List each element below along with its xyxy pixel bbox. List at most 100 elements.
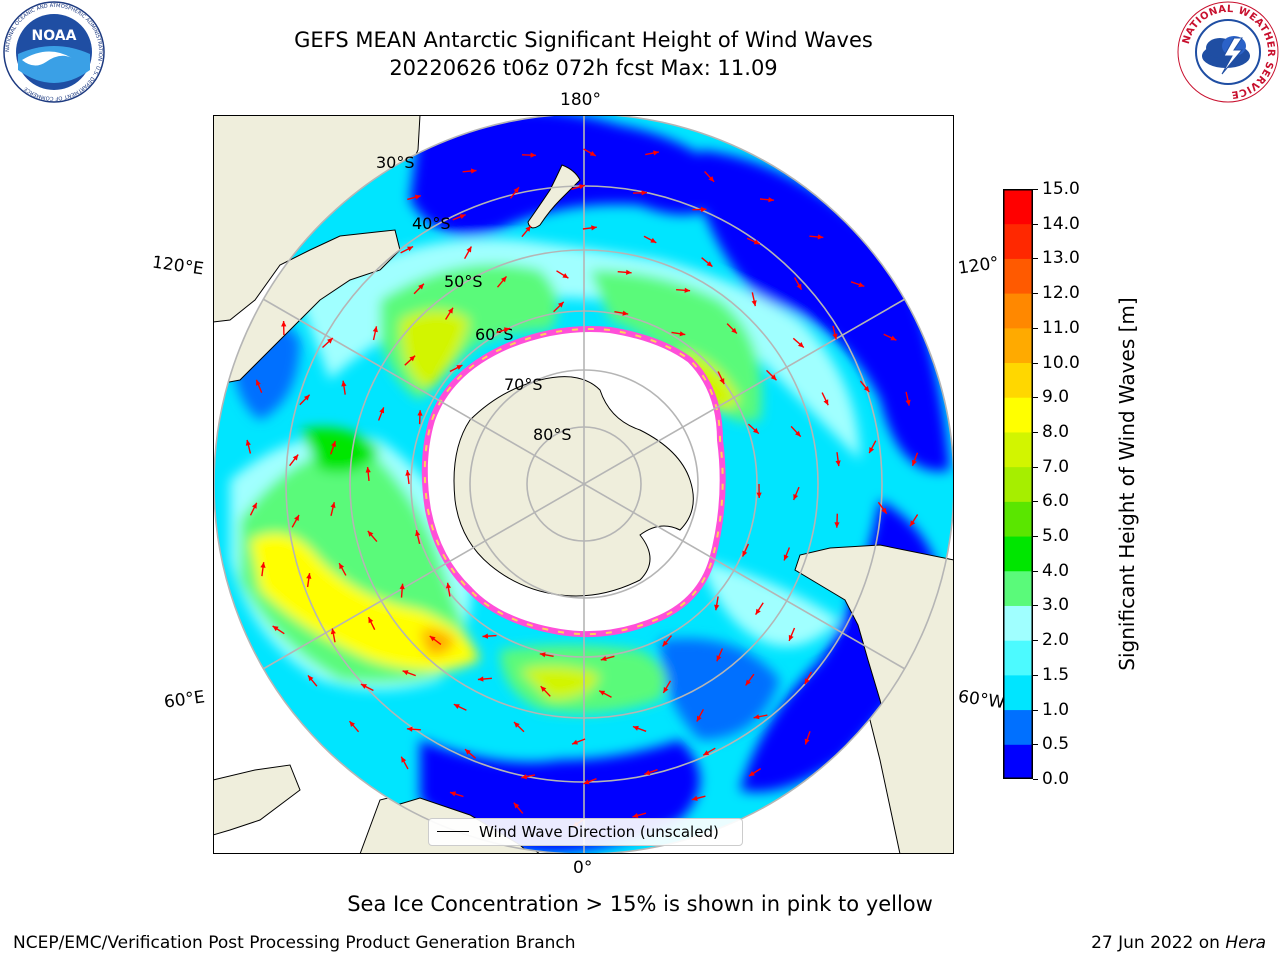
lat-label-40s: 40°S [412, 214, 451, 233]
arrow-head [292, 454, 299, 461]
arrow-head [716, 655, 722, 662]
lon-label-60e: 60°E [162, 687, 207, 713]
arrow-head [558, 301, 564, 308]
arrow-head [751, 300, 757, 307]
colorbar-tick-label: 13.0 [1042, 248, 1080, 269]
arrow-head [881, 507, 887, 514]
legend-line-swatch [437, 831, 469, 832]
colorbar-tick-label: 14.0 [1042, 213, 1080, 234]
colorbar-segment [1003, 674, 1033, 711]
arrow-head [708, 176, 715, 182]
arrow-head [804, 678, 810, 685]
colorbar-tick-mark [1033, 674, 1038, 676]
colorbar-tick-label: 1.5 [1042, 664, 1070, 685]
arrow-head [327, 338, 333, 344]
arrow-head [783, 554, 789, 561]
arrow-head [793, 494, 799, 500]
arrow-head [514, 722, 520, 728]
arrow-head [418, 283, 424, 290]
colorbar-tick-label: 1.0 [1042, 699, 1070, 720]
arrow-head [252, 502, 257, 509]
lat-label-50s: 50°S [444, 272, 483, 291]
arrow-head [583, 779, 590, 785]
arrow-head [650, 237, 657, 243]
arrow-head [796, 283, 802, 290]
lon-label-120e: 120°E [150, 252, 205, 280]
lat-label-60s: 60°S [475, 325, 514, 344]
arrow-head [417, 410, 423, 416]
arrow-head [308, 675, 314, 682]
colorbar-tick-mark [1033, 640, 1038, 642]
colorbar-tick-mark [1033, 293, 1038, 295]
colorbar-tick-label: 2.0 [1042, 630, 1070, 651]
arrow-head [632, 813, 639, 818]
arrow-head [770, 374, 777, 381]
polar-map: 30°S 40°S 50°S 60°S 70°S 80°S [213, 115, 954, 854]
arrow-head [572, 739, 578, 745]
arrow-head [731, 327, 737, 334]
arrow-head [653, 150, 659, 156]
arrow-head [465, 749, 471, 755]
sea-ice-note: Sea Ice Concentration > 15% is shown in … [347, 892, 933, 916]
arrow-head [719, 378, 725, 385]
colorbar-segment [1003, 501, 1033, 537]
arrow-head [521, 774, 528, 780]
colorbar-tick-mark [1033, 397, 1038, 399]
arrow-head [360, 684, 367, 689]
arrow-head [501, 276, 507, 283]
arrow-head [409, 355, 416, 362]
arrow-head [540, 686, 547, 692]
arrow-head [367, 530, 374, 537]
colorbar-tick-label: 7.0 [1042, 456, 1070, 477]
arrow-head [753, 239, 760, 245]
arrow-head [294, 515, 299, 521]
colorbar-tick-label: 4.0 [1042, 560, 1070, 581]
arrow-head [579, 184, 585, 190]
colorbar-tick-mark [1033, 223, 1038, 225]
arrow-head [330, 502, 336, 508]
colorbar-tick-mark [1033, 501, 1038, 503]
arrow-head [714, 604, 720, 611]
arrow-head [513, 187, 519, 194]
arrow-head [372, 326, 378, 333]
arrow-head [341, 380, 347, 387]
arrow-head [703, 750, 710, 756]
arrow-head [477, 676, 484, 682]
arrow-head [701, 206, 707, 213]
arrow-head [445, 582, 452, 589]
arrow-head [414, 194, 421, 200]
colorbar-tick-mark [1033, 536, 1038, 538]
colorbar-tick-label: 3.0 [1042, 595, 1070, 616]
footer-date-text: 27 Jun 2022 on [1091, 933, 1220, 953]
arrow-head [245, 439, 251, 446]
arrow-head [331, 441, 336, 447]
arrow-head [503, 327, 510, 333]
map-panel: 30°S 40°S 50°S 60°S 70°S 80°S [213, 115, 954, 854]
arrow-head [756, 492, 762, 498]
arrow-head [539, 652, 546, 658]
colorbar-label: Significant Height of Wind Waves [m] [1115, 297, 1139, 671]
colorbar-segment [1003, 189, 1033, 225]
arrow-head [663, 687, 669, 693]
colorbar-segment [1003, 640, 1033, 676]
footer-host: Hera [1225, 933, 1266, 953]
arrow-head [696, 715, 702, 722]
arrow-head [748, 771, 755, 777]
arrow-head [753, 714, 760, 720]
arrow-head [482, 633, 489, 639]
colorbar-segment [1003, 536, 1033, 572]
arrow-head [330, 628, 336, 635]
arrow-head [910, 520, 916, 527]
colorbar [1003, 189, 1033, 779]
map-title: GEFS MEAN Antarctic Significant Height o… [294, 28, 873, 52]
arrow-head [706, 261, 713, 267]
arrow-head [470, 168, 477, 174]
arrow-head [600, 656, 607, 661]
arrow-head [644, 770, 651, 775]
arrow-head [742, 550, 748, 557]
colorbar-tick-label: 11.0 [1042, 317, 1080, 338]
arrow-head [415, 530, 421, 537]
arrow-head [459, 214, 466, 219]
footer-branch: NCEP/EMC/Verification Post Processing Pr… [13, 933, 576, 953]
arrow-head [525, 225, 531, 232]
